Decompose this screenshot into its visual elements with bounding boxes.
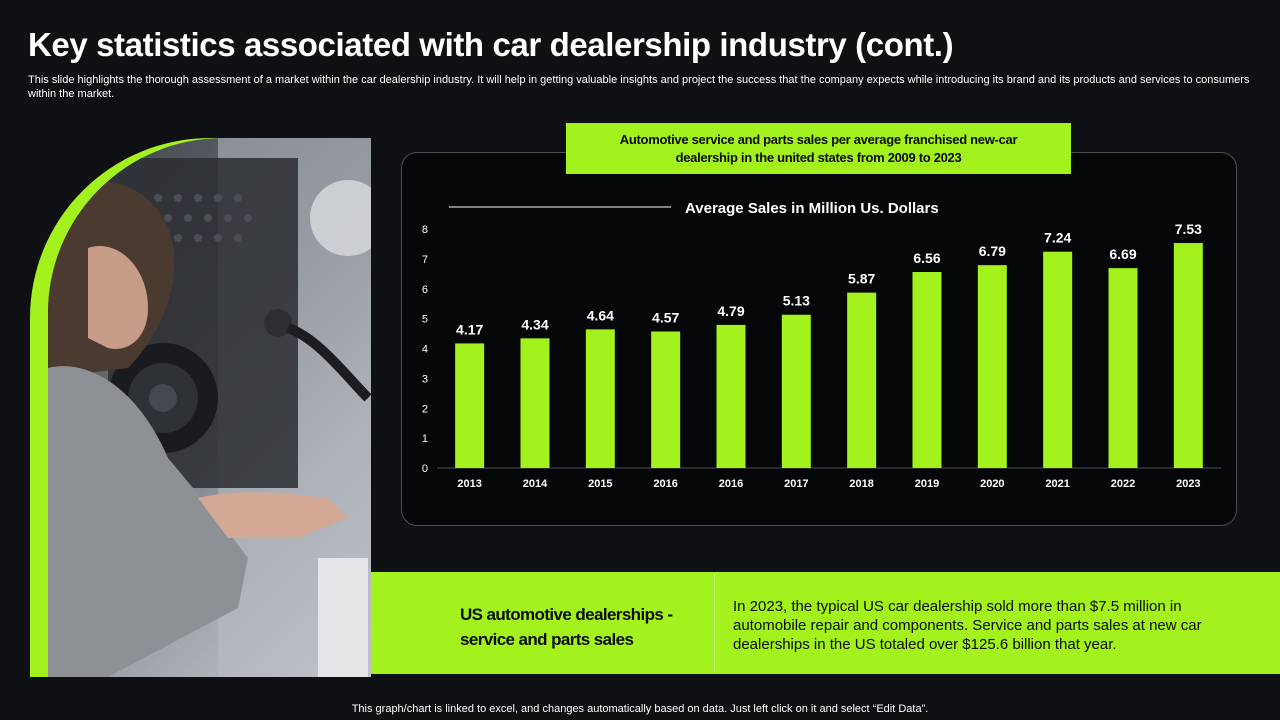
x-tick-label: 2016	[719, 478, 743, 490]
x-tick-label: 2015	[588, 478, 612, 490]
y-tick-label: 3	[422, 373, 428, 385]
value-label: 5.13	[783, 293, 810, 309]
page-title: Key statistics associated with car deale…	[28, 26, 954, 63]
chart-header: Automotive service and parts sales per a…	[566, 123, 1071, 174]
x-tick-label: 2019	[915, 478, 939, 490]
value-label: 4.17	[456, 321, 483, 337]
page-subtitle: This slide highlights the thorough asses…	[28, 74, 1250, 100]
x-tick-label: 2021	[1045, 478, 1069, 490]
value-label: 7.53	[1175, 221, 1202, 237]
bar-2021	[1043, 251, 1073, 468]
x-tick-label: 2023	[1176, 478, 1200, 490]
chart-title: Average Sales in Million Us. Dollars	[685, 200, 939, 217]
info-heading: US automotive dealerships - service and …	[460, 605, 673, 649]
x-tick-label: 2016	[653, 478, 677, 490]
info-box	[371, 572, 1280, 674]
bar-2015	[585, 329, 615, 468]
value-label: 6.69	[1109, 246, 1136, 262]
bar-2017	[781, 314, 811, 468]
bar-2016	[651, 331, 681, 468]
bar-2013	[455, 343, 485, 468]
y-tick-label: 2	[422, 403, 428, 415]
value-label: 4.34	[521, 316, 548, 332]
value-label: 4.64	[587, 307, 614, 323]
info-body: In 2023, the typical US car dealership s…	[733, 598, 1202, 653]
y-tick-label: 6	[422, 284, 428, 296]
technician-illustration	[48, 138, 371, 677]
value-label: 7.24	[1044, 230, 1071, 246]
bar-chart: Average Sales in Million Us. Dollars 0 1 2…	[422, 200, 1221, 490]
bar-2016	[716, 324, 746, 468]
bar-2019	[912, 272, 942, 468]
x-tick-label: 2018	[849, 478, 873, 490]
x-tick-label: 2020	[980, 478, 1004, 490]
y-tick-label: 0	[422, 463, 428, 475]
bar-2022	[1108, 268, 1138, 468]
y-tick-label: 4	[422, 344, 428, 356]
x-tick-label: 2013	[457, 478, 481, 490]
y-tick-label: 8	[422, 224, 428, 236]
y-tick-label: 1	[422, 433, 428, 445]
bar-2014	[520, 338, 550, 468]
bar-2020	[977, 265, 1007, 468]
bar-2018	[847, 292, 877, 468]
technician-photo	[48, 138, 371, 677]
y-tick-label: 7	[422, 254, 428, 266]
value-label: 5.87	[848, 271, 875, 287]
value-label: 4.57	[652, 309, 679, 325]
value-label: 6.56	[913, 250, 940, 266]
photo-frame	[30, 138, 371, 677]
x-tick-label: 2017	[784, 478, 808, 490]
info-divider	[714, 574, 715, 672]
y-tick-label: 5	[422, 314, 428, 326]
bar-2023	[1173, 243, 1203, 468]
value-label: 4.79	[717, 303, 744, 319]
x-tick-label: 2014	[523, 478, 548, 490]
value-label: 6.79	[979, 243, 1006, 259]
x-tick-label: 2022	[1111, 478, 1135, 490]
footer-note: This graph/chart is linked to excel, and…	[351, 703, 929, 715]
